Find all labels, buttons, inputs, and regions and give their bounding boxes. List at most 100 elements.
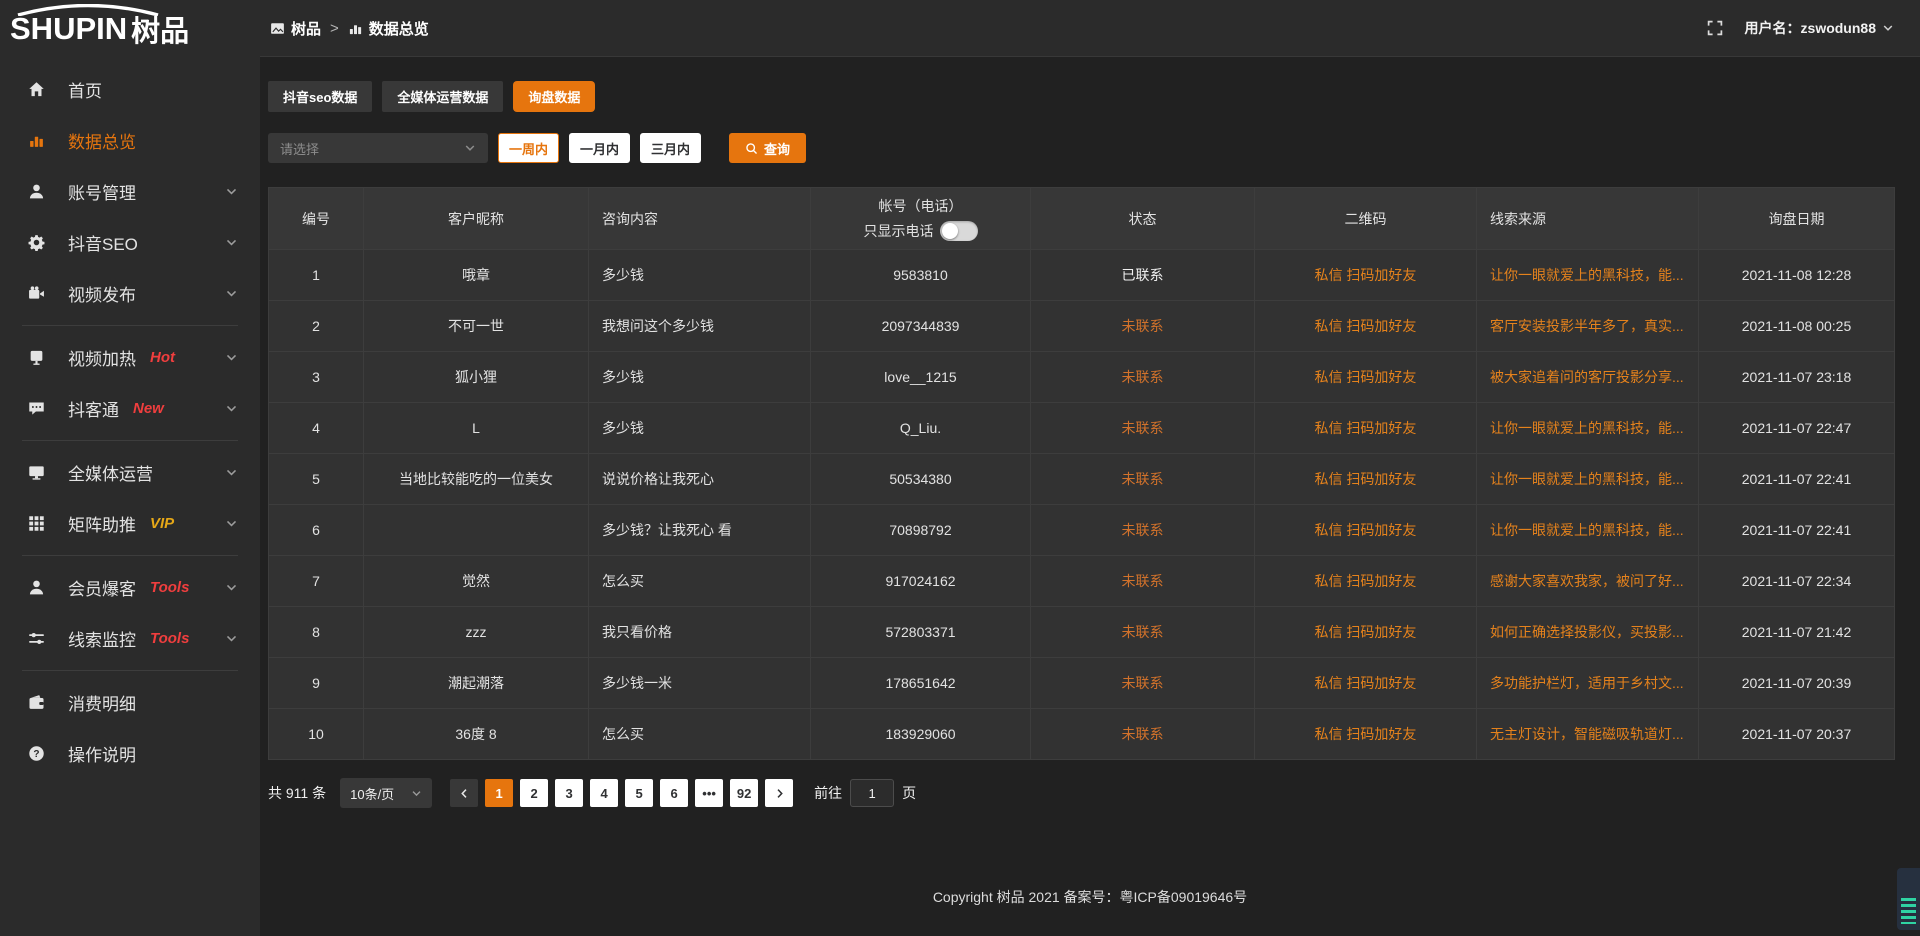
chevron-down-icon	[225, 351, 238, 364]
sidebar-item-6[interactable]: 视频加热 Hot	[0, 332, 260, 383]
status-badge: 未联系	[1121, 369, 1164, 385]
cell-nickname: 36度 8	[363, 708, 589, 760]
page-button-6[interactable]: 6	[660, 779, 689, 807]
user-menu[interactable]: 用户名：zswodun88	[1745, 18, 1894, 38]
sidebar-item-label: 操作说明	[68, 746, 136, 765]
range-button-2[interactable]: 一月内	[569, 133, 631, 163]
filter-select-placeholder: 请选择	[280, 141, 320, 157]
qr-link[interactable]: 私信 扫码加好友	[1314, 318, 1417, 334]
floating-widget[interactable]	[1897, 868, 1920, 930]
range-button-3[interactable]: 三月内	[640, 133, 702, 163]
page-button-92[interactable]: 92	[730, 779, 759, 807]
sidebar-item-label: 抖客通	[68, 401, 119, 420]
page-size-select[interactable]: 10条/页	[340, 778, 433, 808]
source-link[interactable]: 如何正确选择投影仪，买投影...	[1490, 624, 1684, 640]
status-badge: 已联系	[1121, 267, 1164, 283]
tab-3[interactable]: 询盘数据	[513, 81, 596, 112]
sidebar-item-11[interactable]: 线索监控 Tools	[0, 613, 260, 664]
next-page-button[interactable]	[765, 779, 794, 807]
tab-1[interactable]: 抖音seo数据	[268, 81, 373, 112]
source-link[interactable]: 感谢大家喜欢我家，被问了好...	[1490, 573, 1684, 589]
sidebar-item-label: 矩阵助推	[68, 516, 136, 535]
sidebar-item-label: 账号管理	[68, 184, 136, 203]
cell-account: 50534380	[810, 453, 1031, 505]
goto-page-input[interactable]	[850, 779, 895, 807]
source-link[interactable]: 无主灯设计，智能磁吸轨道灯...	[1490, 726, 1684, 742]
sidebar-item-7[interactable]: 抖客通 New	[0, 383, 260, 434]
cell-id: 3	[268, 351, 364, 403]
page-button-3[interactable]: 3	[555, 779, 584, 807]
query-button[interactable]: 查询	[729, 133, 807, 163]
sidebar-item-13[interactable]: ? 操作说明	[0, 728, 260, 779]
cell-nickname: 当地比较能吃的一位美女	[363, 453, 589, 505]
sidebar-item-4[interactable]: 抖音SEO	[0, 217, 260, 268]
cell-status: 未联系	[1030, 300, 1255, 352]
sidebar-item-12[interactable]: 消费明细	[0, 677, 260, 728]
filter-bar: 请选择 一周内 一月内 三月内 查询	[268, 133, 1895, 163]
cell-account: 917024162	[810, 555, 1031, 607]
phone-toggle[interactable]	[939, 221, 978, 241]
cell-nickname: zzz	[363, 606, 589, 658]
cell-status: 未联系	[1030, 504, 1255, 556]
page-button-5[interactable]: 5	[625, 779, 654, 807]
qr-link[interactable]: 私信 扫码加好友	[1314, 675, 1417, 691]
cell-nickname: 不可一世	[363, 300, 589, 352]
cell-id: 5	[268, 453, 364, 505]
page-button-4[interactable]: 4	[590, 779, 619, 807]
topbar-right: 用户名：zswodun88	[1707, 18, 1894, 38]
qr-link[interactable]: 私信 扫码加好友	[1314, 573, 1417, 589]
source-link[interactable]: 被大家追着问的客厅投影分享...	[1490, 369, 1684, 385]
sidebar-item-label: 视频发布	[68, 286, 136, 305]
data-tabs: 抖音seo数据 全媒体运营数据 询盘数据	[268, 81, 1895, 112]
source-link[interactable]: 让你一眼就爱上的黑科技，能...	[1490, 471, 1684, 487]
chevron-down-icon	[464, 142, 476, 154]
sidebar-item-3[interactable]: 账号管理	[0, 166, 260, 217]
content: 抖音seo数据 全媒体运营数据 询盘数据 请选择 一周内 一月内 三月内 查询	[260, 57, 1920, 858]
source-link[interactable]: 多功能护栏灯，适用于乡村文...	[1490, 675, 1684, 691]
sidebar-item-10[interactable]: 会员爆客 Tools	[0, 562, 260, 613]
qr-link[interactable]: 私信 扫码加好友	[1314, 369, 1417, 385]
cell-source: 让你一眼就爱上的黑科技，能...	[1476, 504, 1699, 556]
prev-page-button[interactable]	[450, 779, 479, 807]
qr-link[interactable]: 私信 扫码加好友	[1314, 726, 1417, 742]
cell-id: 9	[268, 657, 364, 709]
page-button-2[interactable]: 2	[520, 779, 549, 807]
table-body: 1 哦章 多少钱 9583810 已联系 私信 扫码加好友 让你一眼就爱上的黑科技，能...…	[268, 249, 1895, 760]
header-source: 线索来源	[1476, 187, 1699, 250]
source-link[interactable]: 客厅安装投影半年多了，真实...	[1490, 318, 1684, 334]
badge-vip: VIP	[150, 515, 175, 532]
sidebar-item-5[interactable]: 视频发布	[0, 268, 260, 319]
source-link[interactable]: 让你一眼就爱上的黑科技，能...	[1490, 522, 1684, 538]
qr-link[interactable]: 私信 扫码加好友	[1314, 267, 1417, 283]
member-icon	[28, 579, 45, 596]
sliders-icon	[28, 630, 45, 647]
sidebar-item-8[interactable]: 全媒体运营	[0, 447, 260, 498]
header-qrcode: 二维码	[1254, 187, 1477, 250]
qr-link[interactable]: 私信 扫码加好友	[1314, 624, 1417, 640]
badge-hot: Hot	[150, 349, 175, 366]
filter-select[interactable]: 请选择	[268, 133, 488, 163]
source-link[interactable]: 让你一眼就爱上的黑科技，能...	[1490, 420, 1684, 436]
chevron-down-icon	[411, 788, 422, 799]
sidebar-item-1[interactable]: 首页	[0, 64, 260, 115]
fullscreen-icon[interactable]	[1707, 20, 1723, 36]
table-row: 3 狐小狸 多少钱 love__1215 未联系 私信 扫码加好友 被大家追着问的客厅投影分…	[268, 351, 1895, 403]
cell-content: 我只看价格	[588, 606, 811, 658]
source-link[interactable]: 让你一眼就爱上的黑科技，能...	[1490, 267, 1684, 283]
goto-label: 前往	[814, 785, 843, 801]
breadcrumb-root[interactable]: 树品	[270, 18, 321, 39]
page-button-1[interactable]: 1	[485, 779, 514, 807]
table-row: 10 36度 8 怎么买 183929060 未联系 私信 扫码加好友 无主灯设计，智能磁吸…	[268, 708, 1895, 760]
logo-text-cn: 树品	[131, 16, 190, 48]
tab-2[interactable]: 全媒体运营数据	[382, 81, 504, 112]
qr-link[interactable]: 私信 扫码加好友	[1314, 420, 1417, 436]
header-account-label: 帐号（电话）	[878, 198, 963, 214]
qr-link[interactable]: 私信 扫码加好友	[1314, 471, 1417, 487]
qr-link[interactable]: 私信 扫码加好友	[1314, 522, 1417, 538]
cell-account: 572803371	[810, 606, 1031, 658]
cell-date: 2021-11-07 20:37	[1698, 708, 1895, 760]
range-button-1[interactable]: 一周内	[498, 133, 560, 163]
page-ellipsis-button[interactable]: •••	[695, 779, 724, 807]
sidebar-item-2[interactable]: 数据总览	[0, 115, 260, 166]
sidebar-item-9[interactable]: 矩阵助推 VIP	[0, 498, 260, 549]
